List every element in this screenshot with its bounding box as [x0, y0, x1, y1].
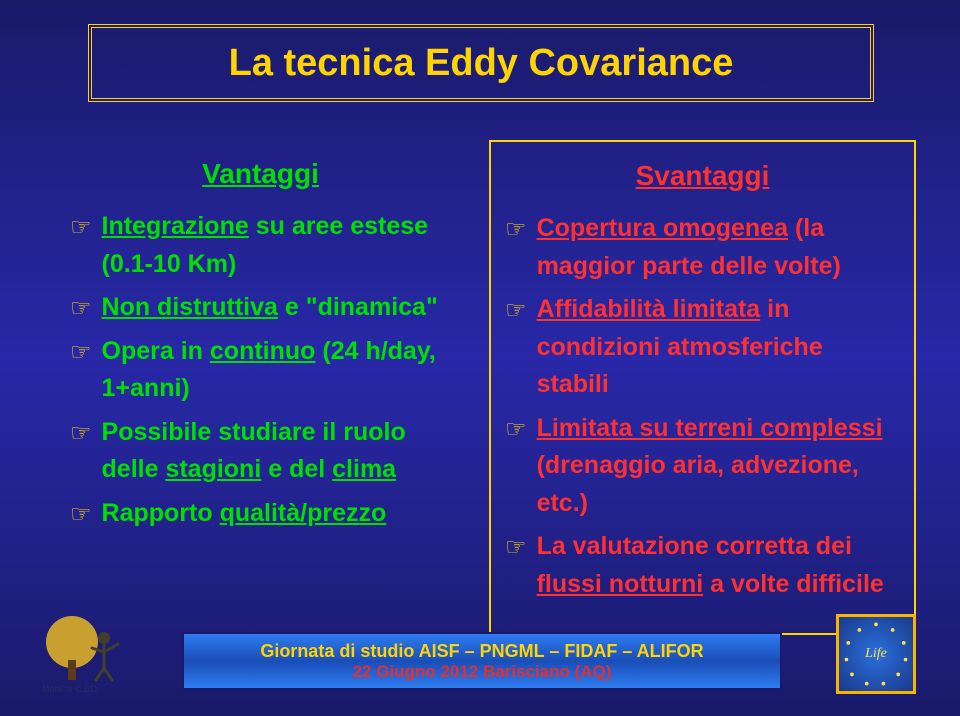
- pointing-hand-icon: ☞: [505, 530, 527, 566]
- pointing-hand-icon: ☞: [70, 416, 92, 452]
- list-item-text: Non distruttiva e "dinamica": [102, 289, 438, 327]
- list-item: ☞ Limitata su terreni complessi (drenaggi…: [505, 410, 900, 523]
- manfor-logo: ManFor C.BD: [38, 610, 146, 698]
- pointing-hand-icon: ☞: [70, 210, 92, 246]
- pointing-hand-icon: ☞: [70, 497, 92, 533]
- pointing-hand-icon: ☞: [505, 293, 527, 329]
- svg-text:ManFor C.BD: ManFor C.BD: [42, 684, 98, 694]
- list-item-text: La valutazione corretta dei flussi nottu…: [537, 528, 900, 603]
- pointing-hand-icon: ☞: [505, 212, 527, 248]
- slide-title: La tecnica Eddy Covariance: [229, 42, 734, 85]
- pointing-hand-icon: ☞: [70, 335, 92, 371]
- advantages-list: ☞ Integrazione su aree estese (0.1-10 Km)…: [70, 208, 451, 532]
- footer-banner: Giornata di studio AISF – PNGML – FIDAF …: [182, 632, 782, 690]
- list-item-text: Opera in continuo (24 h/day, 1+anni): [102, 333, 452, 408]
- advantages-heading: Vantaggi: [70, 158, 451, 190]
- footer-line-2: 22 Giugno 2012 Barisciano (AQ): [353, 662, 612, 682]
- list-item: ☞ Copertura omogenea (la maggior parte de…: [505, 210, 900, 285]
- disadvantages-list: ☞ Copertura omogenea (la maggior parte de…: [505, 210, 900, 603]
- list-item: ☞ Integrazione su aree estese (0.1-10 Km): [70, 208, 451, 283]
- list-item-text: Integrazione su aree estese (0.1-10 Km): [102, 208, 452, 283]
- advantages-column: Vantaggi ☞ Integrazione su aree estese (0…: [56, 140, 465, 635]
- title-box: La tecnica Eddy Covariance: [88, 24, 874, 102]
- life-logo-text: Life: [865, 646, 887, 662]
- pointing-hand-icon: ☞: [70, 291, 92, 327]
- list-item: ☞ Non distruttiva e "dinamica": [70, 289, 451, 327]
- list-item: ☞ Possibile studiare il ruolo delle stagi…: [70, 414, 451, 489]
- list-item: ☞ Affidabilità limitata in condizioni atm…: [505, 291, 900, 404]
- list-item-text: Copertura omogenea (la maggior parte del…: [537, 210, 900, 285]
- list-item: ☞ Rapporto qualità/prezzo: [70, 495, 451, 533]
- list-item: ☞ La valutazione corretta dei flussi nott…: [505, 528, 900, 603]
- disadvantages-column: Svantaggi ☞ Copertura omogenea (la maggio…: [489, 140, 916, 635]
- list-item-text: Rapporto qualità/prezzo: [102, 495, 387, 533]
- content-columns: Vantaggi ☞ Integrazione su aree estese (0…: [56, 140, 916, 635]
- disadvantages-heading: Svantaggi: [505, 160, 900, 192]
- list-item: ☞ Opera in continuo (24 h/day, 1+anni): [70, 333, 451, 408]
- footer-line-1: Giornata di studio AISF – PNGML – FIDAF …: [260, 641, 703, 662]
- pointing-hand-icon: ☞: [505, 412, 527, 448]
- life-logo: Life: [836, 614, 916, 694]
- list-item-text: Limitata su terreni complessi (drenaggio…: [537, 410, 900, 523]
- list-item-text: Possibile studiare il ruolo delle stagio…: [102, 414, 452, 489]
- list-item-text: Affidabilità limitata in condizioni atmo…: [537, 291, 900, 404]
